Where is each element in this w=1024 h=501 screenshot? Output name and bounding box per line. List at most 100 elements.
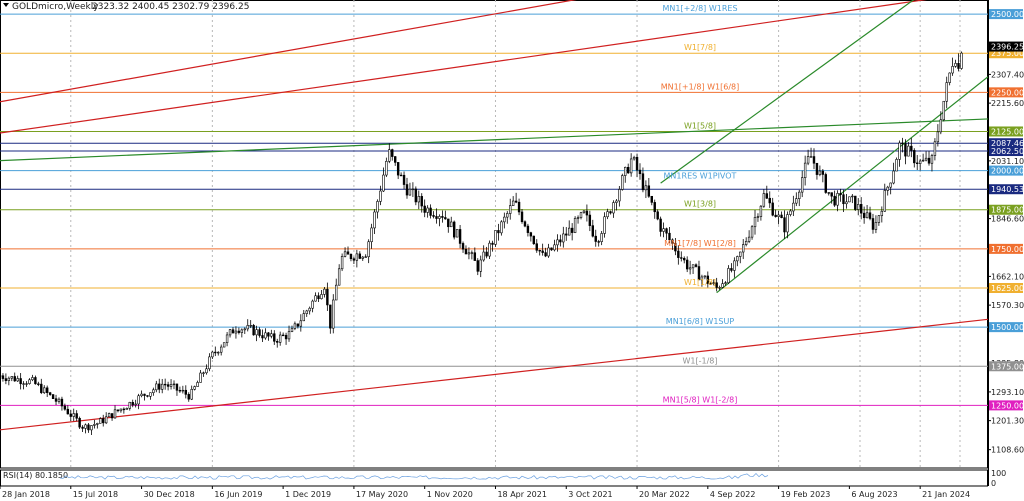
candle-body xyxy=(568,227,571,236)
candle-body xyxy=(255,329,258,336)
candle-body xyxy=(25,383,28,385)
candle-body xyxy=(281,334,285,337)
candle-body xyxy=(795,198,798,204)
candle-body xyxy=(806,156,810,164)
candle-body xyxy=(497,230,500,234)
price-tag-box xyxy=(989,48,1023,59)
candle-body xyxy=(320,294,323,300)
candle-body xyxy=(349,253,353,260)
candle-body xyxy=(326,288,329,306)
candle-body xyxy=(399,174,403,177)
candle-body xyxy=(606,211,609,218)
candle-body xyxy=(470,252,474,254)
candle-body xyxy=(205,368,208,374)
candle-body xyxy=(706,275,710,284)
candle-body xyxy=(420,196,423,207)
candle-body xyxy=(653,202,656,213)
candle-body xyxy=(800,177,804,193)
candle-body xyxy=(90,425,93,431)
candle-body xyxy=(435,216,438,219)
price-tag-box xyxy=(989,184,1023,195)
candle-body xyxy=(37,383,40,385)
candle-body xyxy=(166,384,170,387)
candle-body xyxy=(836,193,839,206)
candle-body xyxy=(921,159,925,162)
candle-body xyxy=(768,197,771,204)
candle-body xyxy=(278,334,282,343)
chart-header: GOLDmicro,Weekly 2323.32 2400.45 2302.79… xyxy=(3,2,249,12)
candle-body xyxy=(414,188,418,203)
candle-body xyxy=(859,204,863,214)
candle-body xyxy=(222,342,226,348)
candle-body xyxy=(340,256,344,270)
candle-body xyxy=(506,213,509,218)
candle-body xyxy=(243,328,246,331)
candle-body xyxy=(196,382,199,387)
candle-body xyxy=(895,159,898,172)
candle-body xyxy=(178,389,182,392)
candle-body xyxy=(582,210,586,214)
time-axis: 28 Jan 2018 15 Jul 2018 30 Dec 2018 16 Jun … xyxy=(0,486,970,499)
candle-body xyxy=(276,341,279,343)
candle-body xyxy=(28,379,31,384)
candle-body xyxy=(264,332,267,339)
candle-body xyxy=(385,161,388,176)
candle-body xyxy=(60,398,64,407)
candle-body xyxy=(461,243,465,250)
price-tags: 2500.00 2375.00 2250.00 2125.00 2087.462062.… xyxy=(989,9,1024,411)
candle-body xyxy=(169,384,173,387)
candle-body xyxy=(458,229,462,244)
candle-body xyxy=(621,175,624,190)
candle-body xyxy=(0,375,2,377)
candle-body xyxy=(190,389,193,400)
candle-body xyxy=(727,268,730,283)
candlesticks xyxy=(0,51,963,436)
candle-body xyxy=(7,377,11,381)
candle-body xyxy=(473,252,477,261)
y-tick-label: 2215.60 xyxy=(991,99,1024,108)
candle-body xyxy=(898,142,901,160)
x-tick-label: 3 Oct 2021 xyxy=(568,490,612,499)
candle-body xyxy=(916,162,919,164)
price-tag-text: 2087.46 xyxy=(991,139,1024,148)
candle-body xyxy=(644,185,648,191)
trendline xyxy=(0,118,988,162)
candle-body xyxy=(225,334,229,343)
price-tag-box xyxy=(989,322,1023,333)
candle-body xyxy=(730,268,733,271)
candle-body xyxy=(302,313,305,322)
rsi-line xyxy=(59,472,769,480)
candle-body xyxy=(509,205,512,214)
plot-frame xyxy=(0,0,988,469)
candle-body xyxy=(72,413,75,417)
candle-body xyxy=(234,330,238,334)
current-price-text: 2396.25 xyxy=(991,43,1024,52)
candle-body xyxy=(228,329,232,336)
candle-body xyxy=(379,190,382,202)
candle-body xyxy=(603,216,606,234)
candle-body xyxy=(685,259,689,270)
price-tag-text: 2500.00 xyxy=(991,10,1024,19)
chevron-down-icon[interactable] xyxy=(3,3,9,7)
candle-body xyxy=(249,324,252,327)
candle-body xyxy=(594,235,597,242)
x-tick-label: 20 Mar 2022 xyxy=(639,490,690,499)
candle-body xyxy=(544,252,547,257)
candle-body xyxy=(618,189,621,202)
candle-body xyxy=(862,212,866,219)
candle-body xyxy=(452,221,456,238)
candle-body xyxy=(848,196,851,203)
candle-body xyxy=(81,426,84,429)
candle-body xyxy=(75,413,78,419)
candle-body xyxy=(907,145,910,157)
candle-body xyxy=(122,408,126,411)
candle-body xyxy=(217,351,220,354)
candle-body xyxy=(343,251,347,257)
candle-body xyxy=(149,392,152,397)
candle-body xyxy=(125,408,129,410)
candle-body xyxy=(588,214,592,226)
price-tag-text: 2062.50 xyxy=(991,147,1024,156)
x-tick-label: 19 Feb 2023 xyxy=(781,490,831,499)
candle-body xyxy=(441,216,444,218)
